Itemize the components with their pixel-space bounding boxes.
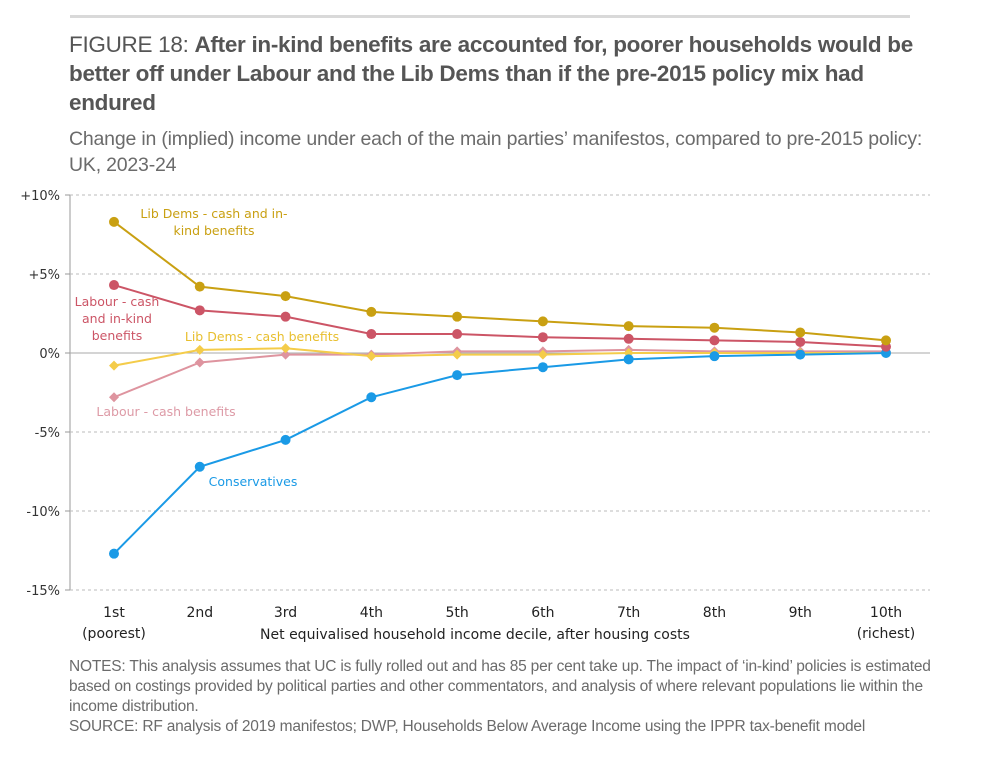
series-label: benefits: [92, 328, 143, 343]
data-point: [109, 392, 119, 403]
data-point: [194, 461, 205, 472]
x-tick-label: 1st: [103, 605, 125, 621]
data-point: [366, 351, 377, 362]
data-point: [109, 360, 119, 371]
series-lib-dems-cash-benefits: [109, 343, 891, 371]
data-point: [280, 343, 291, 354]
x-axis-ticks: 1st (poorest) 2nd 3rd 4th 5th 6th 7th 8th 9th 10th…: [82, 605, 915, 642]
data-point: [795, 349, 806, 360]
series-lib-dems-cash-and-in-kind-benefits: [109, 216, 891, 346]
series-label: and in-kind: [82, 311, 152, 326]
series-label: Conservatives: [209, 474, 298, 489]
figure-headline: After in-kind benefits are accounted for…: [69, 32, 913, 115]
gridlines: [65, 194, 930, 591]
data-point: [194, 344, 205, 355]
data-point: [537, 332, 548, 343]
series-line: [113, 284, 887, 348]
y-tick-label: -5%: [35, 426, 60, 441]
x-tick-sublabel: (poorest): [82, 626, 146, 642]
series-label: Lib Dems - cash and in-: [140, 206, 287, 221]
data-point: [280, 434, 291, 445]
series-label: Lib Dems - cash benefits: [185, 329, 339, 344]
series-line: [113, 347, 886, 367]
series-line: [113, 348, 886, 399]
series-label: Labour - cash: [75, 294, 160, 309]
y-axis-ticks: +10% +5% 0% -5% -10% -15%: [20, 189, 60, 599]
data-point: [452, 349, 463, 360]
data-point: [366, 392, 377, 403]
data-point: [623, 354, 634, 365]
y-tick-label: +10%: [20, 189, 60, 204]
data-point: [194, 357, 205, 368]
x-tick-label: 8th: [703, 605, 726, 621]
data-point: [452, 370, 463, 381]
x-tick-label: 4th: [360, 605, 383, 621]
data-point: [452, 311, 463, 322]
top-rule: [70, 15, 910, 18]
data-point: [366, 306, 377, 317]
x-tick-label: 2nd: [186, 605, 213, 621]
x-axis-label: Net equivalised household income decile,…: [260, 627, 690, 643]
x-tick-label: 10th: [870, 605, 902, 621]
data-point: [709, 351, 720, 362]
data-point: [709, 322, 720, 333]
data-point: [709, 335, 720, 346]
x-tick-label: 6th: [531, 605, 554, 621]
data-point: [452, 329, 463, 340]
data-point: [623, 321, 634, 332]
series-line: [113, 352, 887, 555]
x-tick-label: 9th: [789, 605, 812, 621]
data-point: [280, 349, 291, 360]
data-point: [537, 349, 548, 360]
y-tick-label: +5%: [28, 268, 60, 283]
x-tick-sublabel: (richest): [857, 626, 916, 642]
data-point: [795, 336, 806, 347]
notes-block: NOTES: This analysis assumes that UC is …: [69, 657, 949, 737]
series-lines: [109, 216, 891, 559]
chart-subtitle: Change in (implied) income under each of…: [69, 128, 923, 176]
x-tick-label: 5th: [445, 605, 468, 621]
notes-text: NOTES: This analysis assumes that UC is …: [69, 658, 931, 715]
x-tick-label: 3rd: [274, 605, 297, 621]
source-text: SOURCE: RF analysis of 2019 manifestos; …: [69, 718, 866, 735]
series-line: [113, 221, 887, 342]
series-label: kind benefits: [173, 223, 254, 238]
figure-title: FIGURE 18: After in-kind benefits are ac…: [69, 30, 949, 117]
data-point: [280, 311, 291, 322]
data-point: [366, 329, 377, 340]
x-tick-label: 7th: [617, 605, 640, 621]
series-annotations: Lib Dems - cash and in-kind benefits Labo…: [75, 206, 339, 489]
data-point: [537, 316, 548, 327]
data-point: [194, 305, 205, 316]
data-point: [109, 280, 119, 291]
y-tick-label: -15%: [26, 584, 60, 599]
series-label: Labour - cash benefits: [96, 404, 235, 419]
data-point: [109, 216, 119, 227]
data-point: [109, 548, 119, 559]
series-conservatives: [109, 348, 891, 559]
line-chart: +10% +5% 0% -5% -10% -15% 1st (poorest) 2nd 3rd 4…: [20, 189, 930, 643]
data-point: [623, 333, 634, 344]
data-point: [537, 362, 548, 373]
data-point: [194, 281, 205, 292]
y-tick-label: 0%: [39, 347, 60, 362]
series-labour-cash-and-in-kind-benefits: [109, 280, 891, 352]
data-point: [795, 327, 806, 338]
y-tick-label: -10%: [26, 505, 60, 520]
data-point: [280, 291, 291, 302]
data-point: [881, 335, 891, 346]
figure-label: FIGURE 18:: [69, 32, 195, 57]
